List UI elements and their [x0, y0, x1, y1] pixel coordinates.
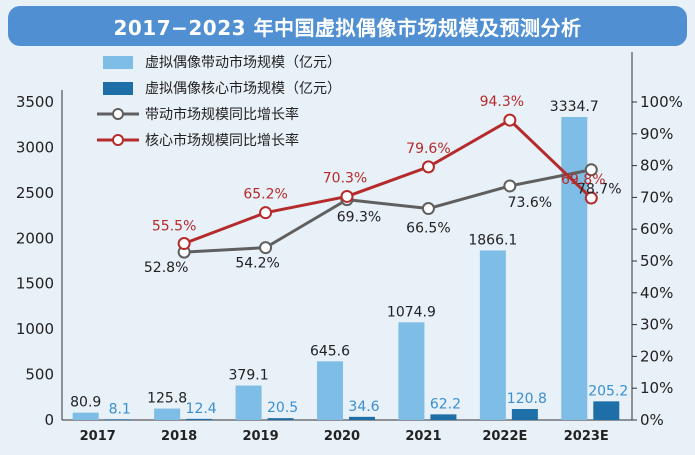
- x-tick-label: 2019: [242, 429, 278, 444]
- line-value-label: 66.5%: [406, 221, 450, 237]
- y-tick-label: 2500: [16, 184, 54, 202]
- bar-value-label: 379.1: [229, 368, 269, 384]
- y2-tick-label: 40%: [640, 284, 673, 302]
- bars: [72, 117, 620, 421]
- data-labels: 80.9 8.1 125.812.4 379.1 20.5 645.6 34.6 1074.9…: [70, 94, 628, 417]
- bar-driven-market: [398, 322, 425, 420]
- line-point: [421, 202, 435, 216]
- line-value-label: 69.8%: [561, 172, 605, 188]
- x-tick-label: 2020: [324, 429, 360, 444]
- line-driven-growth: [184, 168, 592, 254]
- y-tick-label: 500: [25, 366, 54, 384]
- y2-tick-label: 70%: [640, 188, 673, 206]
- line-value-label: 55.5%: [152, 219, 196, 235]
- bar-value-label: 1074.9: [387, 304, 436, 320]
- line-value-label: 52.8%: [144, 260, 188, 276]
- y2-tick-label: 100%: [640, 93, 683, 111]
- y-tick-label: 0: [44, 411, 54, 429]
- bar-core-market: [104, 419, 131, 420]
- line-value-label: 70.3%: [323, 170, 367, 186]
- y2-tick-label: 60%: [640, 220, 673, 238]
- x-tick-label: 2023E: [564, 429, 609, 444]
- bar-value-label: 62.2: [430, 396, 461, 412]
- bar-core-market: [349, 416, 375, 420]
- line-point: [177, 237, 191, 251]
- line-value-label: 54.2%: [235, 256, 279, 272]
- chart-title: 2017−2023 年中国虚拟偶像市场规模及预测分析: [8, 6, 687, 46]
- legend-swatch: [103, 82, 133, 95]
- bar-value-label: 1866.1: [468, 232, 517, 248]
- bar-driven-market: [561, 117, 588, 421]
- y-tick-label: 2000: [16, 229, 54, 247]
- y2-tick-label: 90%: [640, 125, 673, 143]
- x-tick-label: 2018: [161, 429, 197, 444]
- x-tick-label: 2017: [80, 429, 116, 444]
- y2-tick-label: 0%: [640, 411, 664, 429]
- line-point: [503, 113, 517, 127]
- line-value-label: 79.6%: [406, 141, 450, 157]
- line-point: [259, 206, 273, 220]
- lines: [177, 113, 598, 259]
- y-tick-label: 1500: [16, 275, 54, 293]
- line-core-growth: [183, 118, 593, 245]
- bar-value-label: 20.5: [267, 400, 298, 416]
- y2-tick-label: 50%: [640, 252, 673, 270]
- legend-swatch: [103, 56, 133, 69]
- bar-value-label: 12.4: [186, 401, 217, 417]
- legend-label: 虚拟偶像核心市场规模（亿元）: [145, 80, 341, 97]
- bar-value-label: 120.8: [507, 391, 547, 407]
- bar-driven-market: [317, 361, 343, 420]
- y-tick-label: 3000: [16, 138, 54, 156]
- bar-value-label: 3334.7: [550, 99, 599, 115]
- bar-value-label: 645.6: [310, 343, 350, 359]
- legend-label: 核心市场规模同比增长率: [145, 132, 299, 149]
- bar-driven-market: [479, 250, 506, 420]
- bar-core-market: [430, 414, 457, 420]
- bar-core-market: [186, 418, 213, 420]
- line-value-label: 73.6%: [508, 195, 552, 211]
- y2-tick-label: 10%: [640, 379, 673, 397]
- x-tick-label: 2022E: [482, 429, 527, 444]
- line-point: [584, 191, 598, 205]
- y-tick-label: 1000: [16, 320, 54, 338]
- legend-marker: [112, 134, 124, 146]
- line-point: [259, 241, 273, 255]
- legend: 虚拟偶像带动市场规模（亿元） 虚拟偶像核心市场规模（亿元） 带动市场规模同比增长率核…: [97, 54, 341, 149]
- axes: 0 500 1000 1500 2000 2500 3000 3500 0% 10% 20% 30% 4…: [16, 52, 683, 444]
- y-tick-label: 3500: [16, 93, 54, 111]
- bar-driven-market: [235, 385, 262, 420]
- legend-label: 带动市场规模同比增长率: [145, 106, 299, 123]
- bar-value-label: 80.9: [70, 395, 101, 411]
- bar-core-market: [511, 409, 538, 420]
- line-value-label: 78.7%: [577, 182, 621, 198]
- line-value-label: 65.2%: [243, 187, 287, 203]
- bar-core-market: [267, 418, 294, 420]
- bar-value-label: 205.2: [588, 383, 628, 399]
- legend-marker: [112, 108, 124, 120]
- bar-value-label: 125.8: [147, 391, 187, 407]
- bar-driven-market: [154, 408, 181, 420]
- line-point: [340, 189, 354, 203]
- line-point: [584, 163, 598, 177]
- bar-driven-market: [72, 412, 99, 420]
- y2-tick-label: 80%: [640, 157, 673, 175]
- bar-value-label: 8.1: [109, 401, 131, 417]
- line-value-label: 94.3%: [480, 94, 524, 110]
- legend-label: 虚拟偶像带动市场规模（亿元）: [145, 54, 341, 71]
- bar-value-label: 34.6: [348, 399, 379, 415]
- y2-tick-label: 20%: [640, 347, 673, 365]
- y2-tick-label: 30%: [640, 316, 673, 334]
- line-point: [503, 179, 517, 193]
- line-point: [421, 160, 435, 174]
- x-tick-label: 2021: [405, 429, 441, 444]
- line-value-label: 69.3%: [337, 210, 381, 226]
- bar-core-market: [593, 401, 620, 420]
